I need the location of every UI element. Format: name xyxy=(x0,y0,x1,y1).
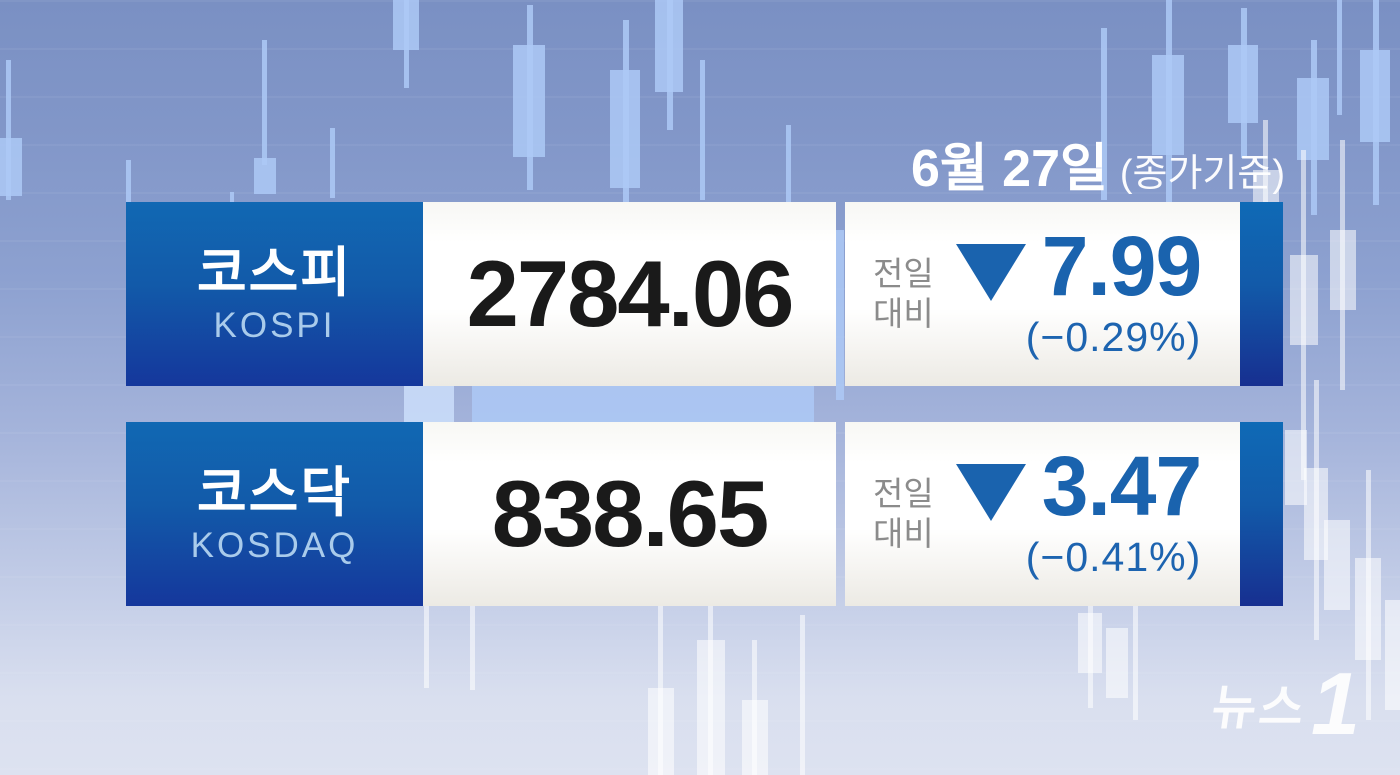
candle-wick xyxy=(262,40,267,165)
candle-wick xyxy=(1373,0,1379,205)
kosdaq-change-panel: 전일 대비 3.47 (−0.41%) xyxy=(845,422,1240,606)
date-caption: 6월 27일 (종가기준) xyxy=(911,126,1285,201)
candle-wick xyxy=(424,588,429,688)
vs-label-line2: 대비 xyxy=(873,515,934,552)
candle-wick xyxy=(708,592,713,775)
candle-wick xyxy=(1166,0,1172,210)
panel-divider-gap xyxy=(836,202,845,386)
vs-previous-day-label: 전일 대비 xyxy=(873,254,934,335)
vs-previous-day-label: 전일 대비 xyxy=(873,474,934,555)
candle-wick xyxy=(1337,0,1342,115)
news1-logo-text: 뉴스 xyxy=(1208,682,1310,736)
kosdaq-value-panel: 838.65 xyxy=(423,422,836,606)
change-values: 3.47 (−0.41%) xyxy=(1025,438,1250,582)
candle-body xyxy=(0,138,22,196)
change-percent: (−0.41%) xyxy=(1025,534,1202,581)
candle-body xyxy=(1385,600,1400,710)
candle-wick xyxy=(6,60,11,200)
index-name-english: KOSDAQ xyxy=(190,525,359,565)
vs-label-line1: 전일 xyxy=(873,474,934,512)
down-triangle-icon xyxy=(955,463,1026,521)
change-amount: 3.47 xyxy=(1041,438,1202,533)
news1-logo-numeral: 1 xyxy=(1311,653,1360,753)
candle-wick xyxy=(752,640,757,775)
candle-wick xyxy=(330,128,335,198)
candle-wick xyxy=(1101,28,1107,200)
index-row-kospi: 코스피 KOSPI 2784.06 전일 대비 7.99 (−0.29%) xyxy=(126,202,1283,386)
candle-wick xyxy=(1366,470,1371,720)
candle-wick xyxy=(1301,150,1306,480)
index-name-english: KOSPI xyxy=(213,305,336,345)
down-triangle-icon xyxy=(955,243,1026,301)
row-end-cap xyxy=(1240,202,1283,386)
candle-body xyxy=(254,158,276,194)
candle-body xyxy=(1324,520,1350,610)
candle-body xyxy=(1106,628,1128,698)
candle-wick xyxy=(667,0,673,130)
index-name-korean: 코스닥 xyxy=(196,463,353,524)
candle-wick xyxy=(1314,380,1319,640)
index-close-value: 2784.06 xyxy=(466,241,795,346)
candle-wick xyxy=(1133,600,1138,720)
candle-wick xyxy=(700,60,705,200)
panel-divider-gap xyxy=(836,422,845,606)
news1-logo: 뉴스 1 xyxy=(1208,653,1360,753)
kosdaq-label-block: 코스닥 KOSDAQ xyxy=(126,422,423,606)
closing-basis-text: (종가기준) xyxy=(1119,153,1285,195)
candle-wick xyxy=(527,5,533,190)
kospi-label-block: 코스피 KOSPI xyxy=(126,202,423,386)
change-amount: 7.99 xyxy=(1041,218,1202,313)
candle-wick xyxy=(658,600,663,775)
candle-wick xyxy=(1311,40,1317,215)
candle-wick xyxy=(1088,588,1093,708)
candle-wick xyxy=(623,20,629,205)
date-text: 6월 27일 xyxy=(910,140,1108,198)
change-values: 7.99 (−0.29%) xyxy=(1025,218,1250,362)
vs-label-line2: 대비 xyxy=(873,295,934,332)
candle-wick xyxy=(800,615,805,775)
index-row-kosdaq: 코스닥 KOSDAQ 838.65 전일 대비 3.47 (−0.41%) xyxy=(126,422,1283,606)
index-name-korean: 코스피 xyxy=(196,243,353,304)
vs-label-line1: 전일 xyxy=(873,254,934,292)
candle-wick xyxy=(1340,140,1345,390)
candle-wick xyxy=(404,0,409,88)
change-percent: (−0.29%) xyxy=(1025,314,1202,361)
index-close-value: 838.65 xyxy=(491,461,770,566)
candle-wick xyxy=(470,600,475,690)
kospi-value-panel: 2784.06 xyxy=(423,202,836,386)
candle-wick xyxy=(1241,8,1247,158)
candle-wick xyxy=(836,230,844,400)
kospi-change-panel: 전일 대비 7.99 (−0.29%) xyxy=(845,202,1240,386)
candle-body xyxy=(1285,430,1307,505)
row-end-cap xyxy=(1240,422,1283,606)
